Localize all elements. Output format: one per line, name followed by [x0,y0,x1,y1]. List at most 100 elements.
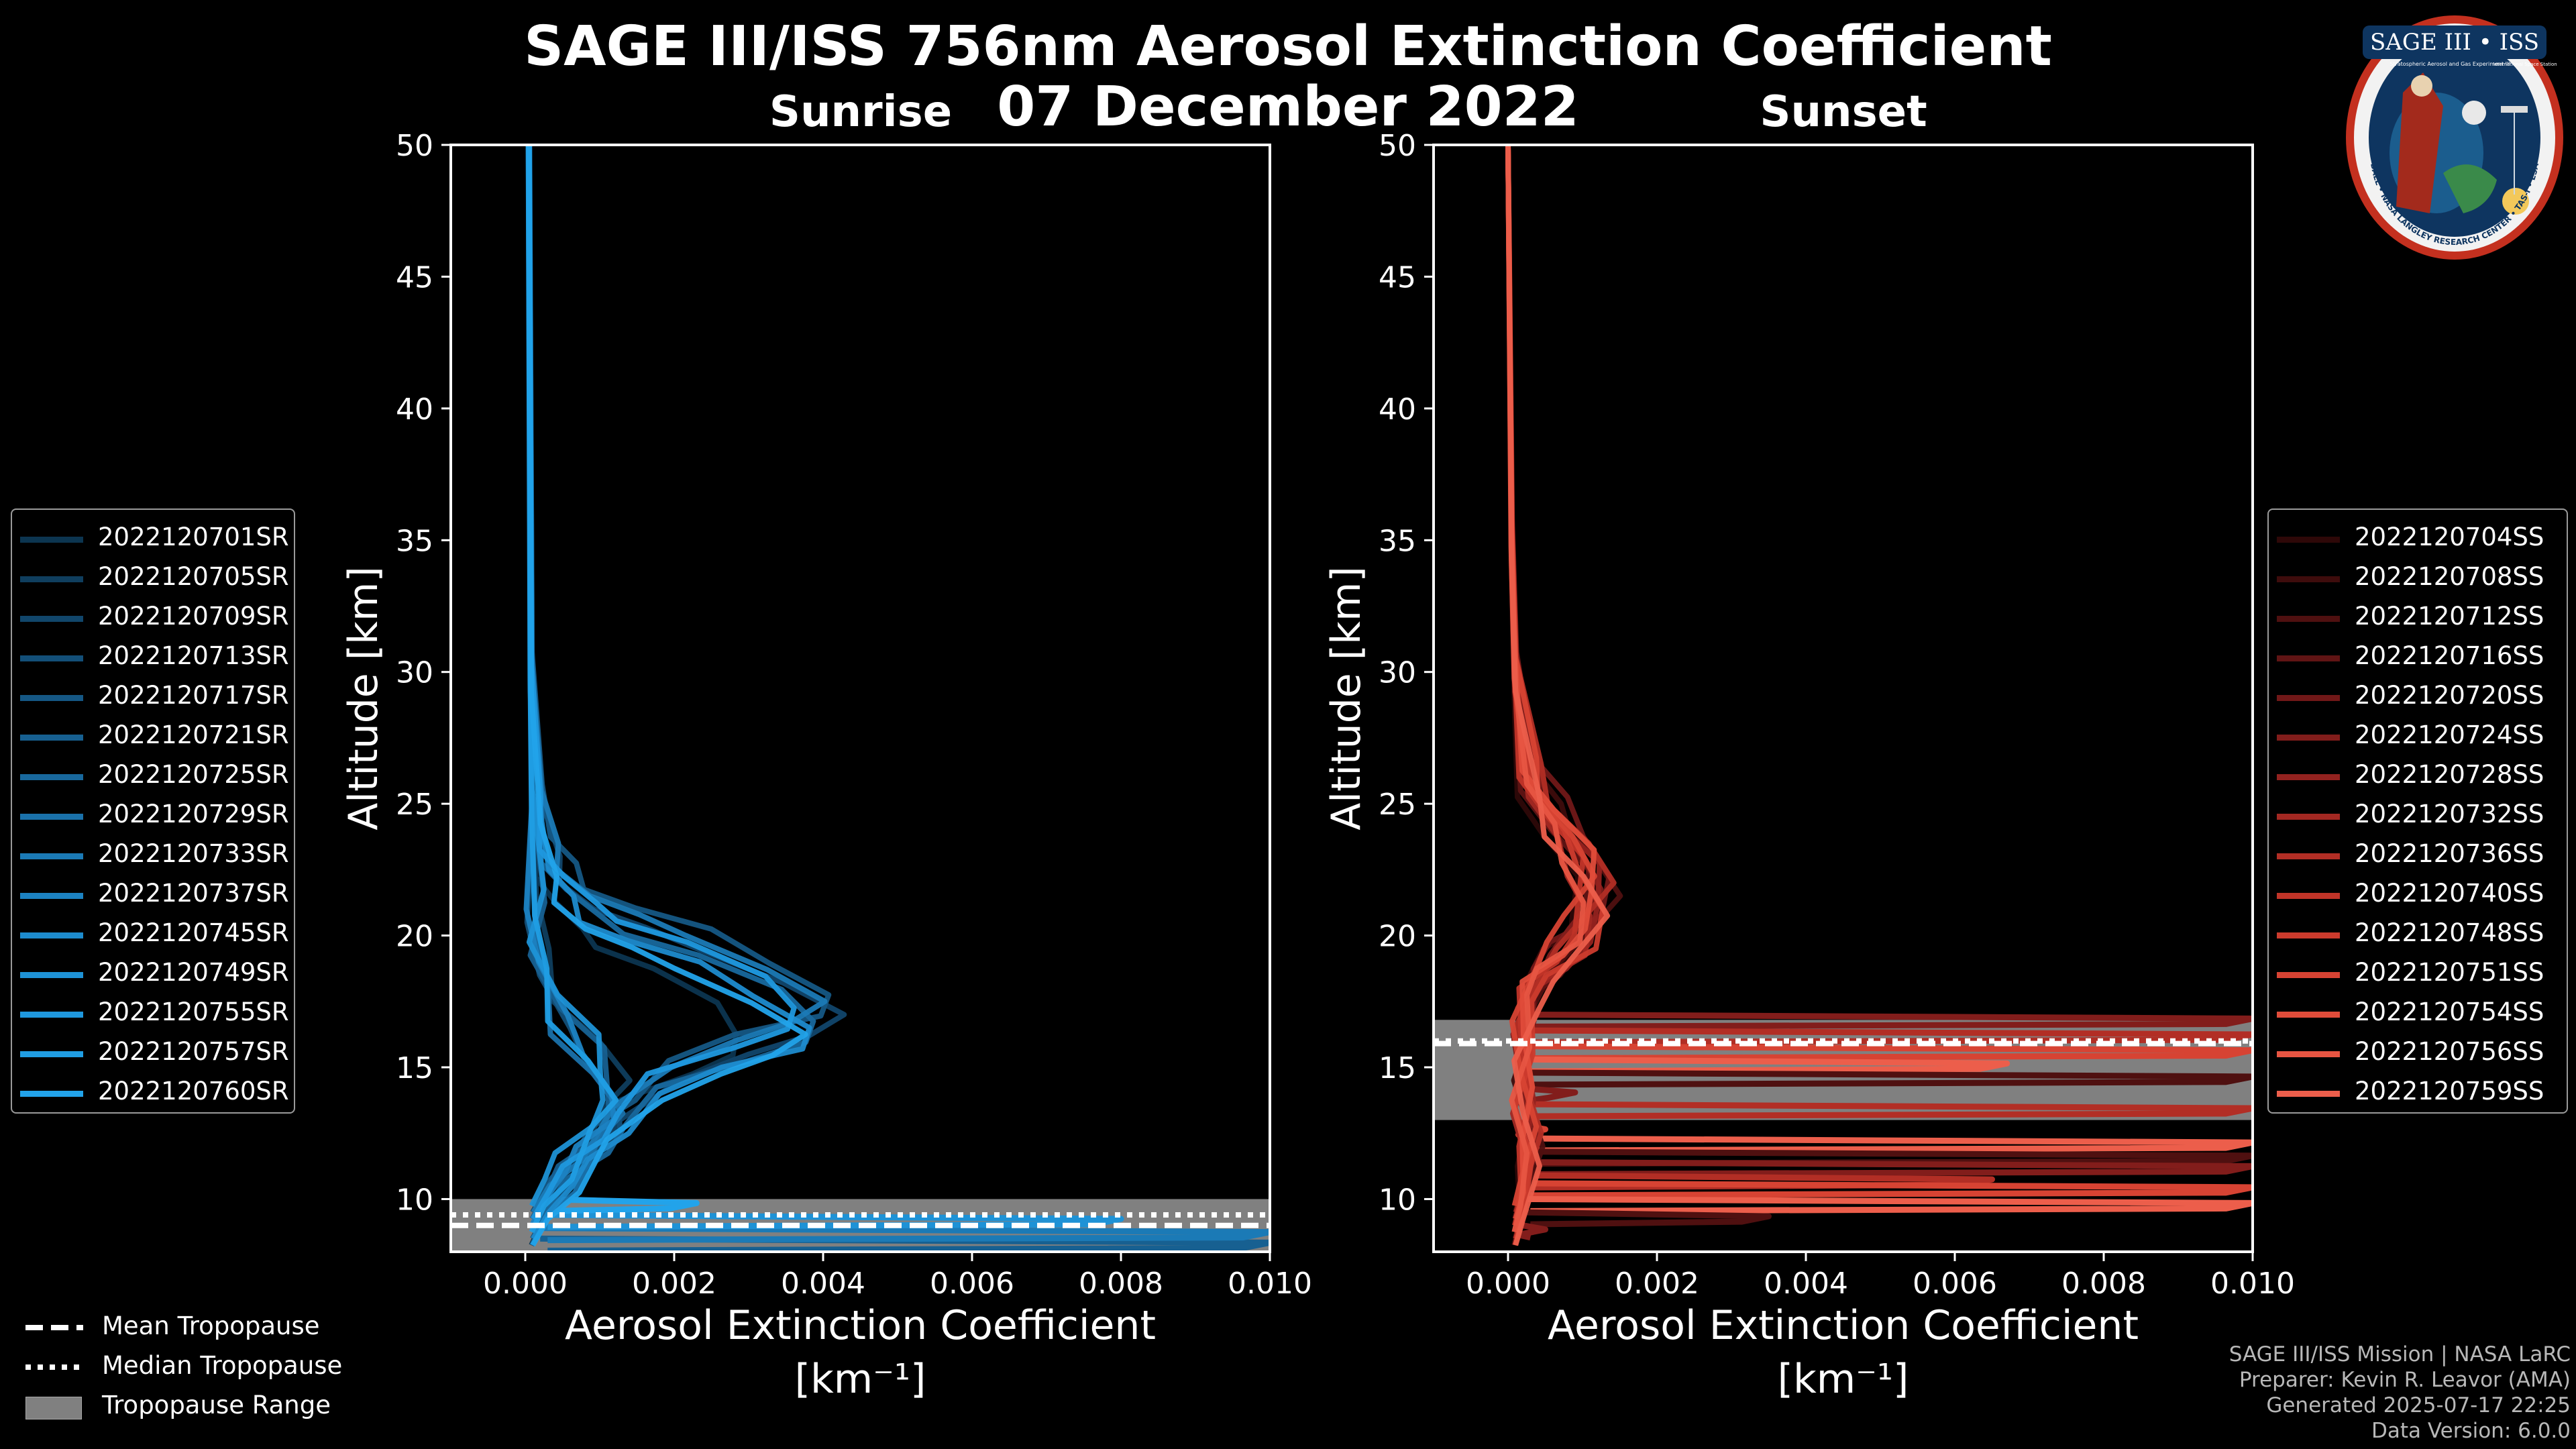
legend-swatch [2277,893,2340,899]
sun-icon [2502,188,2529,215]
legend-swatch [2277,972,2340,978]
legend-swatch [20,932,83,938]
spike-line [1523,1043,2253,1062]
spike-line [1523,1195,2253,1214]
y-tick-label: 10 [1379,1183,1416,1217]
legend-swatch [20,735,83,741]
x-tick-label: 0.000 [1466,1267,1550,1301]
legend-label: 2022120708SS [2355,562,2544,591]
credit-line: Generated 2025-07-17 22:25 [2266,1393,2571,1417]
legend-label: 2022120749SR [98,958,289,987]
spike-line [1523,1159,2253,1177]
legend-swatch [20,616,83,622]
y-tick-label: 45 [1379,260,1416,294]
legend-swatch [2277,616,2340,622]
profile-line-2022120745SR [526,145,812,1240]
y-tick-label: 35 [1379,524,1416,558]
x-tick-label: 0.004 [781,1267,865,1301]
credits: SAGE III/ISS Mission | NASA LaRC Prepare… [2229,1342,2571,1444]
figure-date: 07 December 2022 [997,75,1579,139]
badge-subtitle: Stratospheric Aerosol and Gas Experiment… [2390,61,2510,67]
y-tick-label: 30 [1379,656,1416,690]
sunrise-chart: 0.000 0.002 0.004 0.006 0.008 0.010 10 15 20 25 30… [340,129,1312,1403]
x-tick-label: 0.008 [1079,1267,1163,1301]
legend-swatch [2277,695,2340,701]
y-tick-label: 20 [1379,920,1416,954]
legend-swatch [2277,655,2340,661]
legend-label: 2022120724SS [2355,720,2544,749]
y-tick-label: 30 [396,656,433,690]
earth-landmass-icon [2443,164,2497,213]
sunset-chart: 0.000 0.002 0.004 0.006 0.008 0.010 10 15 20 25 30… [1323,129,2295,1403]
sage-iss-mission-badge: SAGE III • ISS Stratospheric Aerosol and… [2346,15,2563,260]
y-tick-label: 25 [1379,788,1416,822]
x-tick-label: 0.006 [1913,1267,1997,1301]
legend-swatch [2277,853,2340,859]
sunrise-plot-area [451,145,1270,1252]
legend-label: 2022120725SR [98,760,289,789]
credit-line: Data Version: 6.0.0 [2371,1419,2571,1443]
legend-label: 2022120745SR [98,918,289,947]
y-tick-label: 15 [1379,1051,1416,1085]
profile-line-2022120755SR [526,145,797,1220]
figure-title: SAGE III/ISS 756nm Aerosol Extinction Co… [524,15,2052,78]
y-tick-label: 10 [396,1183,433,1217]
sunset-plot-area [1434,145,2253,1246]
credit-line: Preparer: Kevin R. Leavor (AMA) [2239,1368,2571,1392]
x-tick-label: 0.000 [483,1267,568,1301]
x-tick-label: 0.010 [1228,1267,1312,1301]
legend-label: 2022120757SR [98,1037,289,1066]
legend-swatch [20,1091,83,1097]
legend-swatch [2277,814,2340,820]
moon-icon [2462,101,2486,125]
legend-label: 2022120704SS [2355,523,2544,551]
y-tick-label: 20 [396,920,433,954]
legend-swatch [20,893,83,899]
spike-line [1523,1101,2253,1120]
x-axis-label: Aerosol Extinction Coefficient [1548,1302,2139,1349]
x-axis-label: Aerosol Extinction Coefficient [565,1302,1156,1349]
spike-line [1523,1056,2010,1075]
legend-label: 2022120748SS [2355,918,2544,947]
legend-label: 2022120712SS [2355,602,2544,631]
y-tick-label: 35 [396,524,433,558]
legend-swatch [2277,735,2340,741]
sunset-legend: 2022120704SS 2022120708SS 2022120712SS 2022… [2267,508,2568,1114]
legend-swatch [20,576,83,582]
legend-label: 2022120729SR [98,800,289,828]
legend-swatch [2277,1012,2340,1018]
legend-label: 2022120756SS [2355,1037,2544,1066]
x-tick-label: 0.010 [2210,1267,2295,1301]
sunrise-panel-title: Sunrise [769,87,953,137]
x-tick-label: 0.002 [1615,1267,1699,1301]
y-tick-label: 40 [396,392,433,427]
x-tick-label: 0.004 [1764,1267,1848,1301]
legend-swatch [20,655,83,661]
sunrise-axes-frame [449,144,1271,1253]
legend-label: 2022120705SR [98,562,289,591]
iss-icon [2501,106,2528,113]
legend-label: 2022120751SS [2355,958,2544,987]
x-axis-unit: [km⁻¹] [1778,1356,1909,1403]
y-axis-label: Altitude [km] [1323,566,1370,830]
scientist-figure-icon [2396,72,2443,213]
legend-label: 2022120733SR [98,839,289,868]
y-tick-label: 50 [1379,129,1416,163]
y-tick-label: 15 [396,1051,433,1085]
profile-line-2022120751SS [1505,145,1597,1207]
spike-line [1523,1011,2253,1030]
x-axis-unit: [km⁻¹] [795,1356,926,1403]
badge-name: SAGE III • ISS [2370,29,2539,56]
legend-label: 2022120701SR [98,523,289,551]
legend-label: 2022120732SS [2355,800,2544,828]
sunset-axes-frame [1432,144,2254,1253]
x-tick-label: 0.006 [930,1267,1014,1301]
y-tick-label: 40 [1379,392,1416,427]
legend-swatch [20,1051,83,1057]
x-tick-label: 0.008 [2061,1267,2146,1301]
legend-label: 2022120721SR [98,720,289,749]
legend-label: 2022120755SR [98,998,289,1026]
legend-swatch [20,814,83,820]
y-tick-label: 45 [396,260,433,294]
